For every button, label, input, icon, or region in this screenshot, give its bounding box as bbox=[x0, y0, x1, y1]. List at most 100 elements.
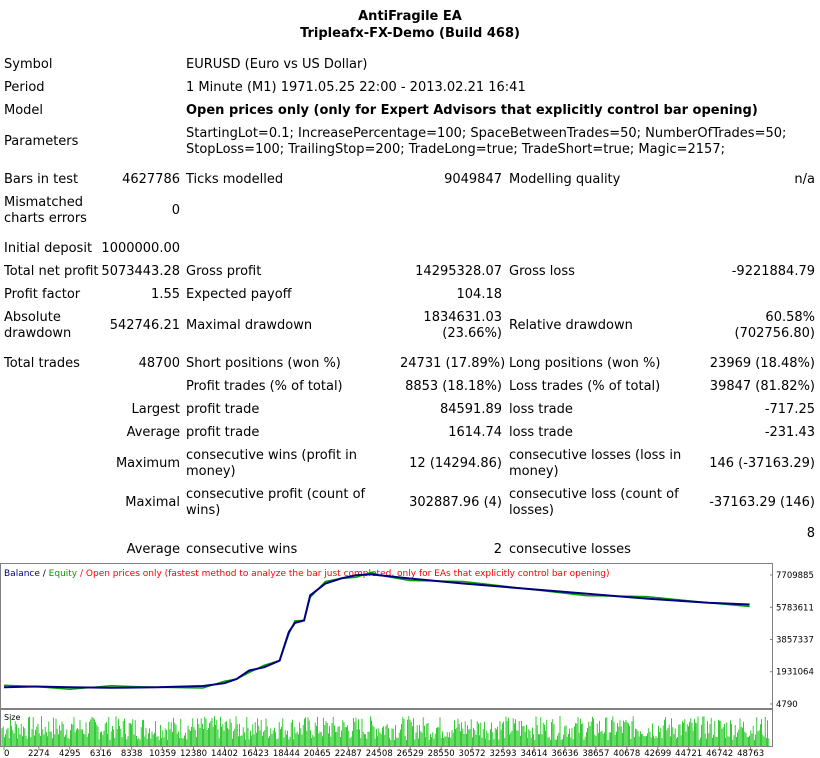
x-tick-label: 24508 bbox=[366, 749, 393, 758]
average-loss-trade-value: -231.43 bbox=[764, 425, 815, 440]
y-tick-label: 4790 bbox=[776, 700, 798, 710]
x-tick-label: 20465 bbox=[304, 749, 331, 758]
maximal-consecutive-profit-value: 302887.96 (4) bbox=[409, 495, 502, 510]
gross-loss-label: Gross loss bbox=[509, 264, 575, 279]
maximal-consecutive-loss-label-2: losses) bbox=[509, 503, 554, 518]
report-title: AntiFragile EA bbox=[358, 9, 462, 24]
x-tick-label: 32593 bbox=[489, 749, 516, 758]
maximal-consecutive-loss-label-1: consecutive loss (count of bbox=[509, 487, 679, 502]
max-consecutive-wins-label-2: money) bbox=[186, 464, 236, 479]
largest-loss-trade-value: -717.25 bbox=[764, 402, 815, 417]
x-tick-label: 26529 bbox=[397, 749, 424, 758]
x-tick-label: 30572 bbox=[459, 749, 486, 758]
x-tick-label: 38657 bbox=[582, 749, 609, 758]
profit-trades-label: Profit trades (% of total) bbox=[186, 379, 343, 394]
x-tick-label: 48763 bbox=[737, 749, 764, 758]
maximal-drawdown-label: Maximal drawdown bbox=[186, 318, 313, 333]
largest-profit-trade-value: 84591.89 bbox=[439, 402, 502, 417]
average-profit-trade-value: 1614.74 bbox=[448, 425, 502, 440]
bars-value: 4627786 bbox=[122, 172, 180, 187]
x-tick-label: 42699 bbox=[644, 749, 671, 758]
period-label: Period bbox=[4, 80, 45, 95]
y-tick-label: 1931064 bbox=[776, 668, 814, 678]
y-tick-label: 3857337 bbox=[776, 636, 814, 646]
ticks-label: Ticks modelled bbox=[186, 172, 284, 187]
symbol-value: EURUSD (Euro vs US Dollar) bbox=[186, 57, 368, 72]
gross-profit-label: Gross profit bbox=[186, 264, 262, 279]
x-tick-label: 6316 bbox=[90, 749, 112, 758]
max-consecutive-losses-value: 146 (-37163.29) bbox=[709, 456, 815, 471]
max-consecutive-wins-value: 12 (14294.86) bbox=[409, 456, 502, 471]
relative-drawdown-value: (702756.80) bbox=[734, 326, 815, 341]
x-tick-label: 44721 bbox=[675, 749, 702, 758]
legend-model-note: / Open prices only (fastest method to an… bbox=[77, 569, 609, 579]
x-tick-label: 28550 bbox=[428, 749, 455, 758]
relative-drawdown-percent: 60.58% bbox=[765, 310, 815, 325]
largest-label: Largest bbox=[131, 402, 180, 417]
maximal-drawdown-value: 1834631.03 bbox=[423, 310, 502, 325]
long-positions-label: Long positions (won %) bbox=[509, 356, 661, 371]
relative-drawdown-label: Relative drawdown bbox=[509, 318, 633, 333]
average-profit-trade-label: profit trade bbox=[186, 425, 260, 440]
parameters-label: Parameters bbox=[4, 134, 79, 149]
size-label: Size bbox=[4, 713, 21, 722]
max-consecutive-wins-label-1: consecutive wins (profit in bbox=[186, 448, 358, 463]
x-tick-label: 0 bbox=[4, 749, 9, 758]
profit-trades-value: 8853 (18.18%) bbox=[405, 379, 502, 394]
absolute-drawdown-label-1: Absolute bbox=[4, 310, 61, 325]
y-tick-label: 7709885 bbox=[776, 571, 814, 581]
largest-profit-trade-label: profit trade bbox=[186, 402, 260, 417]
ticks-value: 9049847 bbox=[444, 172, 502, 187]
max-consecutive-losses-label-1: consecutive losses (loss in bbox=[509, 448, 682, 463]
legend-equity: Equity bbox=[49, 569, 78, 579]
x-tick-label: 16423 bbox=[242, 749, 269, 758]
expected-payoff-label: Expected payoff bbox=[186, 287, 292, 302]
x-tick-label: 14402 bbox=[211, 749, 238, 758]
balance-chart: Balance / Equity / Open prices only (fas… bbox=[0, 563, 814, 758]
maximal-label: Maximal bbox=[125, 495, 180, 510]
quality-value: n/a bbox=[794, 172, 815, 187]
x-tick-label: 2274 bbox=[28, 749, 50, 758]
largest-loss-trade-label: loss trade bbox=[509, 402, 573, 417]
parameters-line1: StartingLot=0.1; IncreasePercentage=100;… bbox=[186, 126, 787, 141]
average-label-2: Average bbox=[126, 542, 180, 557]
x-tick-label: 8338 bbox=[121, 749, 143, 758]
x-tick-label: 34614 bbox=[520, 749, 547, 758]
total-trades-value: 48700 bbox=[138, 356, 180, 371]
maximal-drawdown-percent: (23.66%) bbox=[442, 326, 502, 341]
short-positions-label: Short positions (won %) bbox=[186, 356, 341, 371]
maximum-label: Maximum bbox=[115, 456, 180, 471]
series-lines bbox=[3, 571, 750, 691]
x-axis-ticks: 0 2274 4295 6316 8338 10359 12380 14402 16423 184… bbox=[3, 747, 764, 758]
bars-label: Bars in test bbox=[4, 172, 79, 187]
size-bar-set bbox=[1, 716, 770, 746]
net-profit-value: 5073443.28 bbox=[101, 264, 180, 279]
parameters-line2: StopLoss=100; TrailingStop=200; TradeLon… bbox=[186, 142, 725, 157]
legend-separator: / bbox=[40, 569, 49, 579]
x-tick-label: 40678 bbox=[613, 749, 640, 758]
y-tick-label: 5783611 bbox=[776, 603, 814, 613]
mismatch-label-2: charts errors bbox=[4, 211, 87, 226]
profit-factor-label: Profit factor bbox=[4, 287, 81, 302]
loss-trades-label: Loss trades (% of total) bbox=[509, 379, 661, 394]
quality-label: Modelling quality bbox=[509, 172, 621, 187]
absolute-drawdown-label-2: drawdown bbox=[4, 326, 72, 341]
model-value: Open prices only (only for Expert Adviso… bbox=[186, 103, 758, 118]
profit-factor-value: 1.55 bbox=[151, 287, 180, 302]
x-tick-label: 10359 bbox=[149, 749, 176, 758]
size-bars bbox=[1, 716, 770, 746]
period-value: 1 Minute (M1) 1971.05.25 22:00 - 2013.02… bbox=[186, 80, 526, 95]
x-tick-label: 12380 bbox=[180, 749, 207, 758]
average-consecutive-losses-value: 8 bbox=[806, 526, 815, 541]
chart-legend: Balance / Equity / Open prices only (fas… bbox=[4, 569, 610, 579]
absolute-drawdown-value: 542746.21 bbox=[109, 318, 180, 333]
total-trades-label: Total trades bbox=[4, 356, 80, 371]
loss-trades-value: 39847 (81.82%) bbox=[709, 379, 815, 394]
net-profit-label: Total net profit bbox=[4, 264, 99, 279]
average-consecutive-losses-label: consecutive losses bbox=[509, 542, 631, 557]
average-consecutive-wins-value: 2 bbox=[493, 542, 502, 557]
mismatch-label-1: Mismatched bbox=[4, 195, 83, 210]
balance-line bbox=[3, 573, 750, 689]
maximal-consecutive-loss-value: -37163.29 (146) bbox=[709, 495, 815, 510]
average-label: Average bbox=[126, 425, 180, 440]
